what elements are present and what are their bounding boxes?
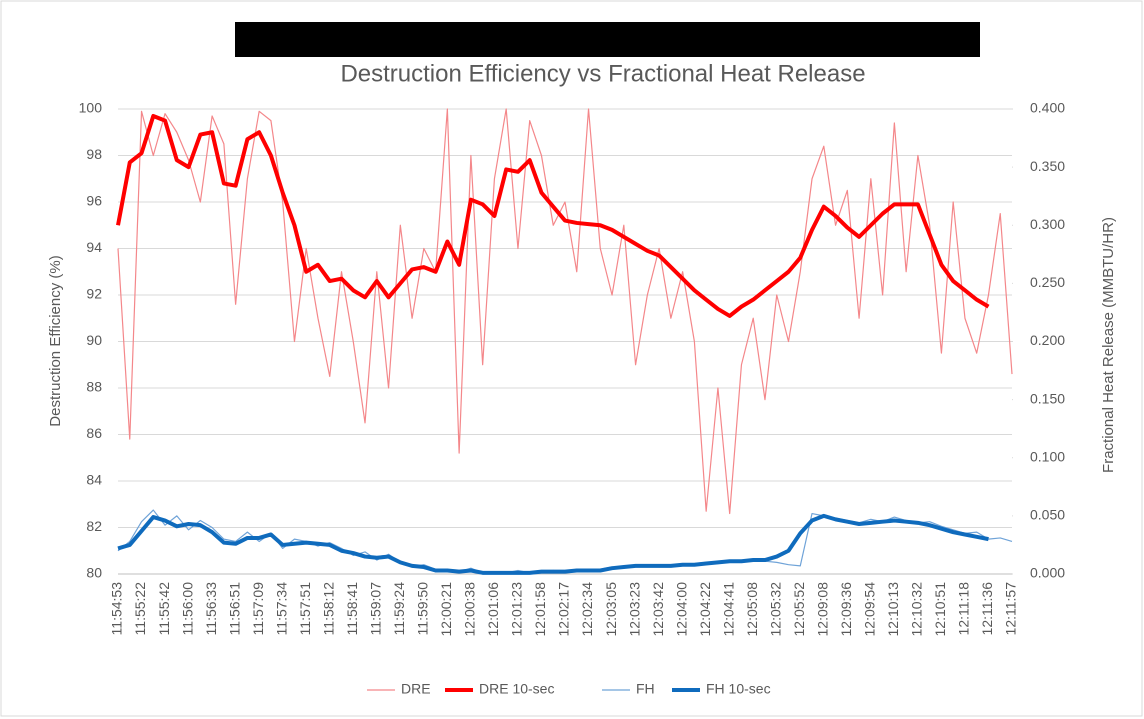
line-series	[117, 513, 989, 575]
legend-label: DRE	[401, 681, 431, 697]
x-tick-label: 12:00:38	[462, 582, 478, 637]
line-series	[116, 113, 990, 318]
x-tick-label: 11:57:51	[297, 582, 313, 636]
x-tick-label: 12:09:36	[838, 582, 854, 637]
x-tick-label: 11:59:50	[415, 582, 431, 636]
y2-tick-label: 0.050	[1030, 507, 1065, 523]
y2-tick-label: 0.250	[1030, 274, 1065, 290]
x-tick-label: 12:01:23	[509, 582, 525, 637]
x-tick-label: 12:11:36	[979, 582, 995, 636]
x-tick-label: 12:09:08	[814, 582, 830, 637]
x-tick-label: 11:58:12	[320, 582, 336, 636]
y-tick-label: 96	[86, 193, 102, 209]
x-tick-label: 11:55:22	[132, 582, 148, 636]
y2-tick-label: 0.400	[1030, 100, 1065, 116]
x-tick-label: 12:03:42	[650, 582, 666, 637]
y2-tick-label: 0.000	[1030, 565, 1065, 581]
legend-label: DRE 10-sec	[479, 681, 554, 697]
x-tick-label: 11:59:07	[367, 582, 383, 636]
x-tick-label: 11:55:42	[156, 582, 172, 636]
y-tick-label: 86	[86, 425, 102, 441]
legend-label: FH 10-sec	[706, 681, 771, 697]
x-tick-label: 12:04:41	[720, 582, 736, 637]
x-tick-label: 12:01:58	[532, 582, 548, 637]
x-tick-label: 11:54:53	[109, 582, 125, 636]
x-tick-label: 12:00:21	[438, 582, 454, 637]
y-tick-label: 92	[86, 286, 102, 302]
x-tick-label: 12:10:32	[909, 582, 925, 637]
x-tick-label: 12:09:54	[862, 582, 878, 637]
x-tick-label: 12:02:17	[556, 582, 572, 637]
y-tick-label: 88	[86, 379, 102, 395]
y2-tick-label: 0.200	[1030, 332, 1065, 348]
x-tick-label: 12:04:00	[673, 582, 689, 637]
redaction	[235, 22, 980, 57]
legend-label: FH	[636, 681, 655, 697]
y2-axis-label: Fractional Heat Release (MMBTU/HR)	[1100, 217, 1117, 473]
x-tick-label: 12:05:52	[791, 582, 807, 637]
y-tick-label: 100	[79, 100, 103, 116]
x-tick-label: 12:04:22	[697, 582, 713, 637]
y2-tick-label: 0.300	[1030, 216, 1065, 232]
y-axis-label: Destruction Efficiency (%)	[47, 255, 64, 426]
line-series	[117, 108, 1013, 515]
x-tick-label: 12:01:06	[485, 582, 501, 637]
x-tick-label: 11:57:09	[250, 582, 266, 636]
x-tick-label: 12:05:08	[744, 582, 760, 637]
x-tick-label: 11:56:00	[179, 582, 195, 636]
y2-tick-label: 0.350	[1030, 158, 1065, 174]
y-tick-label: 90	[86, 332, 102, 348]
x-tick-label: 11:56:33	[203, 582, 219, 636]
y-tick-label: 84	[86, 472, 102, 488]
x-tick-label: 12:05:32	[767, 582, 783, 637]
y2-tick-label: 0.150	[1030, 390, 1065, 406]
x-tick-label: 12:11:57	[1003, 582, 1019, 636]
x-tick-label: 11:57:34	[273, 582, 289, 636]
x-tick-label: 12:10:13	[885, 582, 901, 637]
x-tick-label: 12:03:23	[626, 582, 642, 637]
x-tick-label: 11:59:24	[391, 582, 407, 636]
x-tick-label: 12:02:34	[579, 582, 595, 637]
y-tick-label: 82	[86, 518, 102, 534]
y-tick-label: 98	[86, 146, 102, 162]
y-tick-label: 80	[86, 565, 102, 581]
x-tick-label: 11:56:51	[226, 582, 242, 636]
x-tick-label: 12:03:05	[603, 582, 619, 637]
y-tick-label: 94	[86, 239, 102, 255]
y2-tick-label: 0.100	[1030, 448, 1065, 464]
chart-title: Destruction Efficiency vs Fractional Hea…	[340, 60, 865, 87]
x-tick-label: 11:58:41	[344, 582, 360, 636]
x-tick-label: 12:11:18	[956, 582, 972, 636]
x-tick-label: 12:10:51	[932, 582, 948, 637]
